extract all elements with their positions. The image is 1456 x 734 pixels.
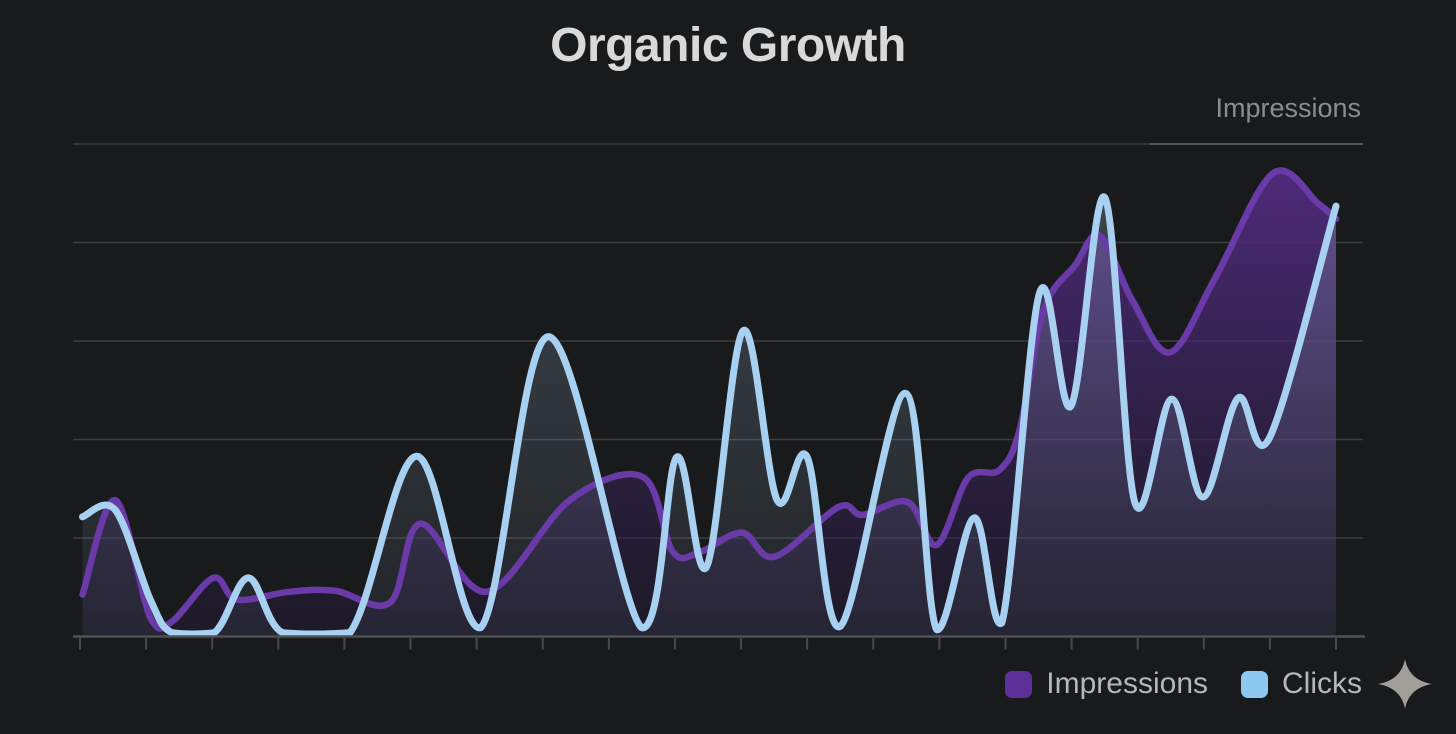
legend-label-impressions: Impressions [1046, 667, 1208, 700]
legend: Impressions Clicks [1005, 658, 1433, 710]
sparkle-icon [1377, 658, 1433, 710]
clicks-swatch [1241, 670, 1268, 698]
impressions-line [79, 167, 1340, 632]
legend-item-clicks: Clicks [1241, 669, 1362, 699]
clicks-area [82, 196, 1336, 637]
x-axis [73, 635, 1365, 650]
y-axis-label: Impressions [1215, 93, 1361, 123]
chart-title: Organic Growth [550, 19, 906, 72]
impressions-swatch [1005, 670, 1033, 698]
legend-item-impressions: Impressions [1005, 669, 1208, 699]
legend-label-clicks: Clicks [1282, 667, 1362, 700]
clicks-line [79, 193, 1340, 638]
